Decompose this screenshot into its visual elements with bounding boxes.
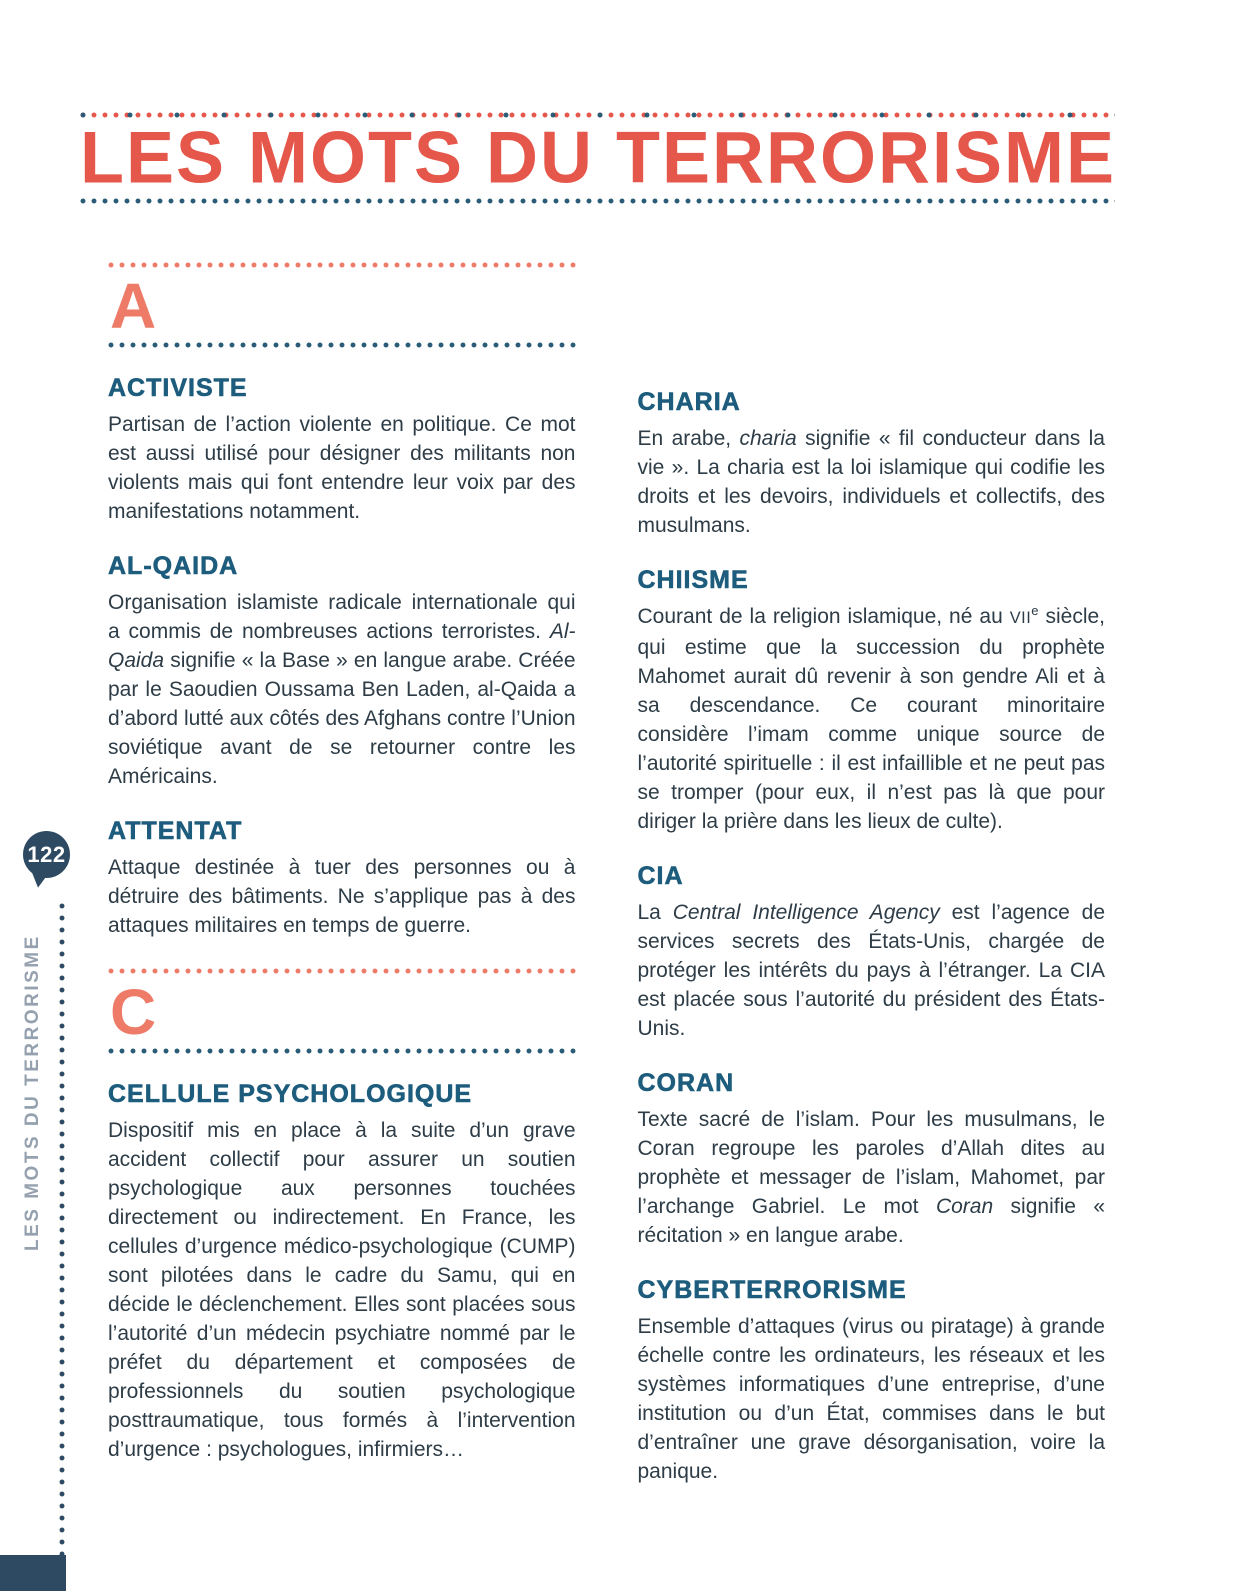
entry-definition: La Central Intelligence Agency est l’age… (638, 898, 1106, 1043)
definition-segment: Attaque destinée à tuer des personnes ou… (108, 856, 576, 937)
definition-segment: Coran (935, 1195, 994, 1218)
entry-definition: En arabe, charia signifie « fil conducte… (638, 424, 1106, 540)
section-letter-a: A (108, 262, 576, 348)
definition-segment: Partisan de l’action violente en politiq… (108, 413, 576, 523)
page-number: 122 (27, 841, 66, 867)
entry-term: AL-QAIDA (108, 552, 239, 581)
glossary-entry: ACTIVISTE Partisan de l’action violente e… (108, 373, 576, 526)
entry-term: CHIISME (637, 566, 749, 595)
page-number-bubble: 122 (23, 831, 70, 878)
definition-segment: Organisation islamiste radicale internat… (108, 591, 576, 643)
masthead: LES MOTS DU TERRORISME (0, 0, 1260, 204)
entry-definition: Attaque destinée à tuer des personnes ou… (108, 853, 576, 940)
entry-definition: Dispositif mis en place à la suite d’un … (108, 1116, 576, 1464)
glossary-column-right: CHARIA En arabe, charia signifie « fil co… (637, 262, 1106, 1486)
corner-accent-block (0, 1555, 66, 1591)
glossary-entry: CYBERTERRORISME Ensemble d’attaques (viru… (637, 1275, 1106, 1486)
definition-segment: charia (739, 427, 797, 450)
glossary-entry: CIA La Central Intelligence Agency est l’… (637, 861, 1106, 1043)
entry-term: CELLULE PSYCHOLOGIQUE (108, 1080, 473, 1109)
glossary-entry: ATTENTAT Attaque destinée à tuer des pers… (108, 816, 576, 940)
definition-segment: signifie « la Base » en langue arabe. Cr… (108, 649, 576, 788)
divider-dotted-red (108, 262, 576, 268)
entry-definition: Partisan de l’action violente en politiq… (108, 410, 576, 526)
glossary-entry: CELLULE PSYCHOLOGIQUE Dispositif mis en p… (108, 1079, 576, 1464)
entry-term: CIA (637, 862, 684, 891)
divider-dotted-blue (108, 1048, 576, 1054)
definition-segment: Dispositif mis en place à la suite d’un … (108, 1119, 576, 1461)
definition-segment: signifie « récitation » en langue arabe. (637, 1195, 1106, 1247)
entry-definition: Ensemble d’attaques (virus ou piratage) … (638, 1312, 1106, 1486)
definition-segment: Al-Qaida (108, 620, 576, 672)
glossary-entry: CORAN Texte sacré de l’islam. Pour les mu… (637, 1068, 1106, 1250)
glossary-entry: CHARIA En arabe, charia signifie « fil co… (637, 387, 1106, 540)
title-divider-bottom (80, 198, 1115, 204)
definition-segment: La (637, 901, 673, 924)
definition-segment: e (1031, 603, 1039, 618)
section-letter-c: C (108, 968, 576, 1054)
entry-term: ACTIVISTE (108, 374, 248, 403)
definition-segment: est l’agence de services secrets des Éta… (637, 901, 1106, 1040)
entry-definition: Texte sacré de l’islam. Pour les musulma… (638, 1105, 1106, 1250)
definition-segment: VII (1009, 609, 1032, 627)
definition-segment: Texte sacré de l’islam. Pour les musulma… (637, 1108, 1106, 1218)
entry-term: CYBERTERRORISME (637, 1276, 907, 1305)
entry-term: CORAN (637, 1069, 735, 1098)
entry-term: CHARIA (637, 388, 741, 417)
glossary-column-left: A ACTIVISTE Partisan de l’action violente … (108, 262, 576, 1486)
entry-definition: Organisation islamiste radicale internat… (108, 588, 576, 791)
definition-segment: En arabe, (637, 427, 740, 450)
entry-definition: Courant de la religion islamique, né au … (638, 602, 1106, 836)
glossary-entry: AL-QAIDA Organisation islamiste radicale … (108, 551, 576, 791)
definition-segment: Ensemble d’attaques (virus ou piratage) … (637, 1315, 1106, 1483)
section-letter-glyph: A (110, 270, 159, 342)
divider-dotted-blue (108, 342, 576, 348)
definition-segment: siècle, qui estime que la succession du … (637, 605, 1106, 833)
entry-term: ATTENTAT (108, 817, 243, 846)
definition-segment: signifie « fil conducteur dans la vie ».… (637, 427, 1106, 537)
definition-segment: Courant de la religion islamique, né au (637, 605, 1010, 628)
page-title: LES MOTS DU TERRORISME (80, 117, 1117, 199)
title-divider-top (80, 112, 1115, 118)
section-letter-glyph: C (110, 976, 159, 1048)
sidebar-vertical-label: LES MOTS DU TERRORISME (22, 934, 43, 1251)
divider-dotted-red (108, 968, 576, 974)
glossary-entry: CHIISME Courant de la religion islamique,… (637, 565, 1106, 836)
glossary: A ACTIVISTE Partisan de l’action violente … (108, 262, 1105, 1486)
sidebar-dotted-line (59, 903, 65, 1555)
definition-segment: Central Intelligence Agency (672, 901, 940, 924)
